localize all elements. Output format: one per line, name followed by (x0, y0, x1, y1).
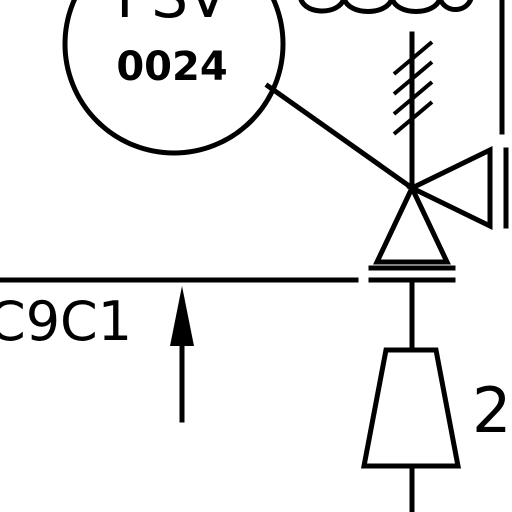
signal-hash-marks (392, 40, 434, 136)
side-label: 2 (472, 374, 511, 447)
reducer-symbol (360, 347, 462, 469)
instrument-tag-number: 0024 (116, 44, 227, 90)
instrument-leader-line (264, 82, 416, 192)
valve-inlet-triangle (373, 182, 451, 265)
instrument-tag-letters: PSV (116, 0, 228, 31)
arrow-head (170, 286, 194, 346)
instrument-circle (62, 0, 286, 156)
top-coil-symbol (298, 0, 473, 14)
line-label: C9C1 (0, 290, 132, 353)
instrument-bubble: PSV 0024 (62, 0, 286, 156)
valve-outlet-triangle (406, 146, 493, 230)
